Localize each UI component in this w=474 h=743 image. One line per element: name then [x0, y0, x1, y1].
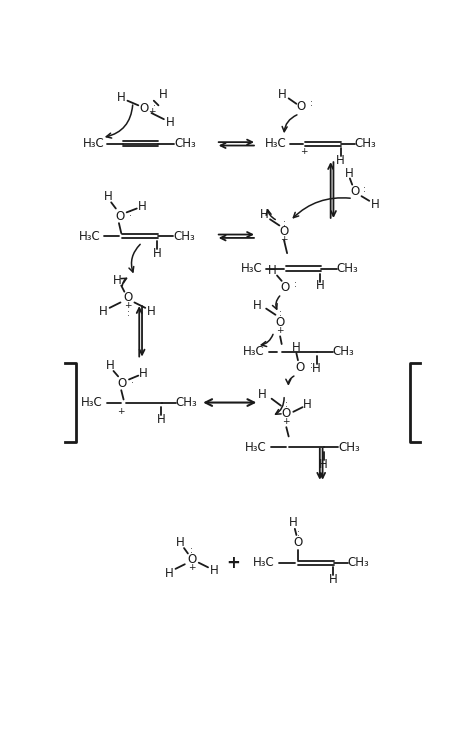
Text: O: O — [296, 100, 306, 114]
Text: H: H — [312, 362, 321, 375]
Text: H: H — [289, 516, 298, 529]
Text: O: O — [279, 225, 289, 238]
Text: H₃C: H₃C — [243, 345, 264, 358]
Text: O: O — [282, 407, 291, 420]
Text: H: H — [345, 167, 354, 181]
Text: H: H — [166, 116, 174, 129]
Text: H: H — [303, 398, 311, 411]
Text: +: + — [188, 563, 195, 572]
Text: H: H — [278, 88, 287, 101]
Text: CH₃: CH₃ — [333, 345, 355, 358]
Text: H: H — [165, 567, 173, 580]
Text: H₃C: H₃C — [81, 396, 103, 409]
Text: O: O — [275, 316, 285, 329]
Text: :: : — [297, 529, 300, 538]
Text: +: + — [300, 147, 307, 156]
Text: CH₃: CH₃ — [337, 262, 358, 275]
Text: O: O — [296, 361, 305, 374]
Text: H: H — [336, 155, 345, 167]
Text: CH₃: CH₃ — [175, 396, 197, 409]
Text: H: H — [153, 247, 161, 259]
Text: +: + — [148, 107, 156, 116]
Text: H₃C: H₃C — [264, 137, 286, 150]
Text: H: H — [258, 389, 267, 401]
Text: +: + — [276, 325, 284, 334]
Text: H: H — [156, 413, 165, 426]
Text: O: O — [293, 536, 302, 549]
Text: +: + — [125, 301, 132, 310]
Text: H₃C: H₃C — [245, 441, 267, 454]
Text: CH₃: CH₃ — [173, 230, 195, 243]
Text: :: : — [191, 546, 193, 555]
Text: CH₃: CH₃ — [355, 137, 376, 150]
Text: :: : — [129, 210, 132, 218]
Text: CH₃: CH₃ — [347, 557, 369, 569]
Text: H₃C: H₃C — [253, 557, 275, 569]
Text: H: H — [371, 198, 380, 211]
Text: H: H — [117, 91, 126, 104]
Text: :: : — [127, 309, 130, 318]
Text: H: H — [138, 201, 146, 213]
Text: :: : — [294, 280, 297, 289]
Text: H: H — [113, 274, 122, 288]
Text: H₃C: H₃C — [241, 262, 262, 275]
Text: :: : — [283, 219, 285, 228]
Text: O: O — [140, 102, 149, 115]
Text: H: H — [106, 359, 115, 372]
Text: +: + — [283, 417, 290, 426]
Text: H₃C: H₃C — [79, 230, 100, 243]
Text: CH₃: CH₃ — [338, 441, 360, 454]
Text: :: : — [131, 377, 134, 386]
Text: H: H — [176, 536, 184, 549]
Text: O: O — [118, 377, 127, 390]
Text: +: + — [280, 235, 288, 244]
Text: H: H — [319, 458, 328, 470]
Text: H: H — [210, 564, 219, 577]
Text: :: : — [279, 310, 282, 319]
Text: H: H — [268, 264, 277, 276]
Text: H: H — [328, 573, 337, 586]
Text: O: O — [115, 210, 124, 223]
Text: H: H — [316, 279, 325, 292]
Text: +: + — [118, 407, 125, 416]
Text: :: : — [285, 400, 288, 409]
Text: CH₃: CH₃ — [174, 137, 196, 150]
Text: +: + — [227, 554, 241, 571]
Text: H₃C: H₃C — [82, 137, 104, 150]
Text: O: O — [280, 281, 290, 293]
Text: H: H — [99, 305, 108, 318]
Text: H: H — [292, 340, 301, 354]
Text: H: H — [104, 189, 112, 203]
Text: H: H — [259, 208, 268, 221]
Text: H: H — [138, 367, 147, 380]
Text: :: : — [310, 361, 312, 370]
Text: O: O — [187, 553, 196, 566]
Text: O: O — [350, 185, 359, 198]
Text: :: : — [153, 100, 156, 108]
Text: :: : — [310, 100, 312, 108]
Text: H: H — [253, 299, 261, 312]
Text: H: H — [147, 305, 156, 318]
Text: O: O — [124, 291, 133, 305]
Text: :: : — [363, 185, 366, 194]
Text: H: H — [159, 88, 167, 101]
